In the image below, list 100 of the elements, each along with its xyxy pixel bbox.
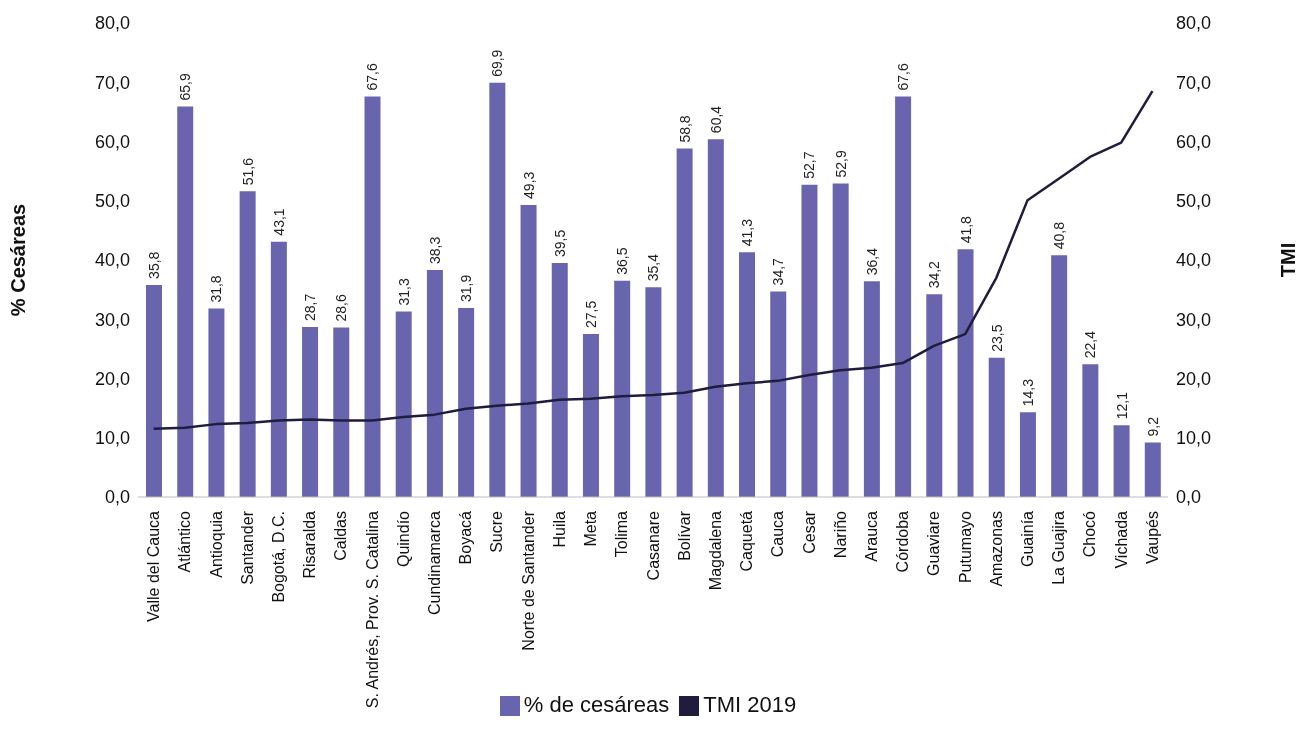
bar (988, 357, 1005, 497)
data-label: 41,3 (739, 218, 756, 247)
x-tick-label: Cundinamarca (426, 510, 444, 616)
x-tick-label: La Guajira (1050, 510, 1068, 585)
bar (1051, 255, 1068, 497)
data-label: 40,8 (1051, 221, 1068, 250)
bar (801, 184, 818, 497)
bar (707, 139, 724, 497)
data-label: 43,1 (270, 208, 287, 236)
y2-tick-label: 10,0 (1176, 428, 1212, 449)
y2-tick-label: 50,0 (1176, 191, 1212, 212)
bar (270, 241, 287, 497)
y-tick-label: 20,0 (94, 368, 130, 389)
data-label: 60,4 (707, 105, 724, 134)
data-label: 28,7 (302, 293, 319, 321)
data-label: 28,6 (333, 294, 350, 322)
bar (208, 308, 225, 497)
data-label: 35,4 (645, 253, 662, 282)
x-tick-label: Antioquia (207, 510, 225, 578)
data-label: 35,8 (146, 251, 162, 279)
x-tick-label: Vaupés (1143, 511, 1161, 565)
bar (364, 96, 381, 497)
bar (177, 106, 194, 497)
x-tick-label: Bogotá, D.C. (269, 511, 287, 603)
data-label: 12,1 (1113, 391, 1130, 420)
bar (458, 307, 475, 497)
y2-tick-label: 0,0 (1176, 487, 1202, 508)
y-tick-label: 70,0 (94, 72, 130, 93)
data-label: 22,4 (1082, 330, 1099, 359)
y-tick-label: 80,0 (94, 13, 130, 34)
data-label: 31,9 (458, 274, 475, 302)
data-label: 52,7 (801, 151, 818, 179)
data-label: 31,8 (208, 275, 225, 303)
bar (1019, 412, 1036, 497)
bar (1082, 364, 1099, 497)
y2-tick-label: 60,0 (1176, 131, 1212, 152)
bar (614, 280, 631, 497)
data-label: 67,6 (895, 63, 912, 91)
data-label: 38,3 (426, 236, 443, 265)
bar (832, 183, 849, 497)
x-tick-label: Guaviare (925, 510, 943, 576)
x-tick-label: Huila (550, 510, 568, 548)
x-tick-label: Arauca (862, 510, 880, 562)
x-tick-label: Sucre (488, 510, 506, 553)
bar (1144, 442, 1161, 497)
bar (770, 291, 787, 497)
data-label: 27,5 (582, 300, 599, 329)
bar (239, 191, 256, 497)
y-tick-label: 50,0 (94, 191, 130, 212)
y2-tick-label: 30,0 (1176, 309, 1212, 330)
data-label: 23,5 (988, 324, 1005, 352)
data-label: 9,2 (1144, 416, 1161, 437)
x-tick-label: Santander (238, 510, 256, 585)
x-tick-label: Quindío (394, 510, 412, 568)
data-label: 41,8 (957, 215, 974, 244)
x-tick-label: Nariño (831, 510, 849, 559)
x-tick-label: Valle del Cauca (145, 510, 163, 622)
y2-tick-label: 20,0 (1176, 368, 1212, 389)
y-tick-label: 40,0 (94, 250, 130, 271)
x-tick-label: Casanare (644, 510, 662, 581)
x-tick-label: Cauca (769, 510, 787, 558)
y-tick-label: 0,0 (104, 487, 130, 508)
bar (739, 252, 756, 497)
x-tick-label: Vichada (1112, 510, 1130, 569)
x-tick-label: Córdoba (894, 510, 912, 573)
data-label: 67,6 (364, 63, 381, 91)
bar (426, 270, 443, 497)
x-tick-label: Bolívar (675, 510, 693, 561)
legend-label: TMI 2019 (703, 692, 797, 717)
y-tick-label: 10,0 (94, 428, 130, 449)
x-tick-label: S. Andrés, Prov. S. Catalina (363, 510, 381, 709)
bar (926, 294, 943, 497)
data-label: 51,6 (239, 157, 256, 186)
bar (582, 334, 599, 497)
x-tick-label: Risaralda (301, 510, 319, 579)
data-label: 31,3 (395, 278, 412, 306)
data-label: 34,7 (770, 257, 787, 286)
bar (863, 281, 880, 497)
bar (645, 287, 662, 497)
data-label: 49,3 (520, 171, 537, 199)
x-tick-label: Amazonas (987, 511, 1005, 587)
bar (395, 311, 412, 497)
y-tick-label: 30,0 (94, 309, 130, 330)
bar (520, 204, 537, 497)
bar (1113, 425, 1130, 497)
data-label: 58,8 (676, 115, 693, 143)
x-tick-label: Caquetá (738, 510, 756, 572)
data-label: 65,9 (177, 73, 194, 101)
x-tick-label: Tolima (613, 510, 631, 558)
x-tick-label: Guainía (1019, 510, 1037, 568)
y2-tick-label: 40,0 (1176, 250, 1212, 271)
bar (489, 82, 506, 497)
bar (333, 327, 350, 497)
bar (302, 326, 319, 497)
y2-axis-title: TMI (1277, 242, 1300, 278)
data-label: 69,9 (489, 49, 506, 77)
bar (895, 96, 912, 497)
x-tick-label: Putumayo (956, 510, 974, 584)
x-tick-label: Norte de Santander (519, 510, 537, 651)
data-label: 36,4 (863, 247, 880, 276)
